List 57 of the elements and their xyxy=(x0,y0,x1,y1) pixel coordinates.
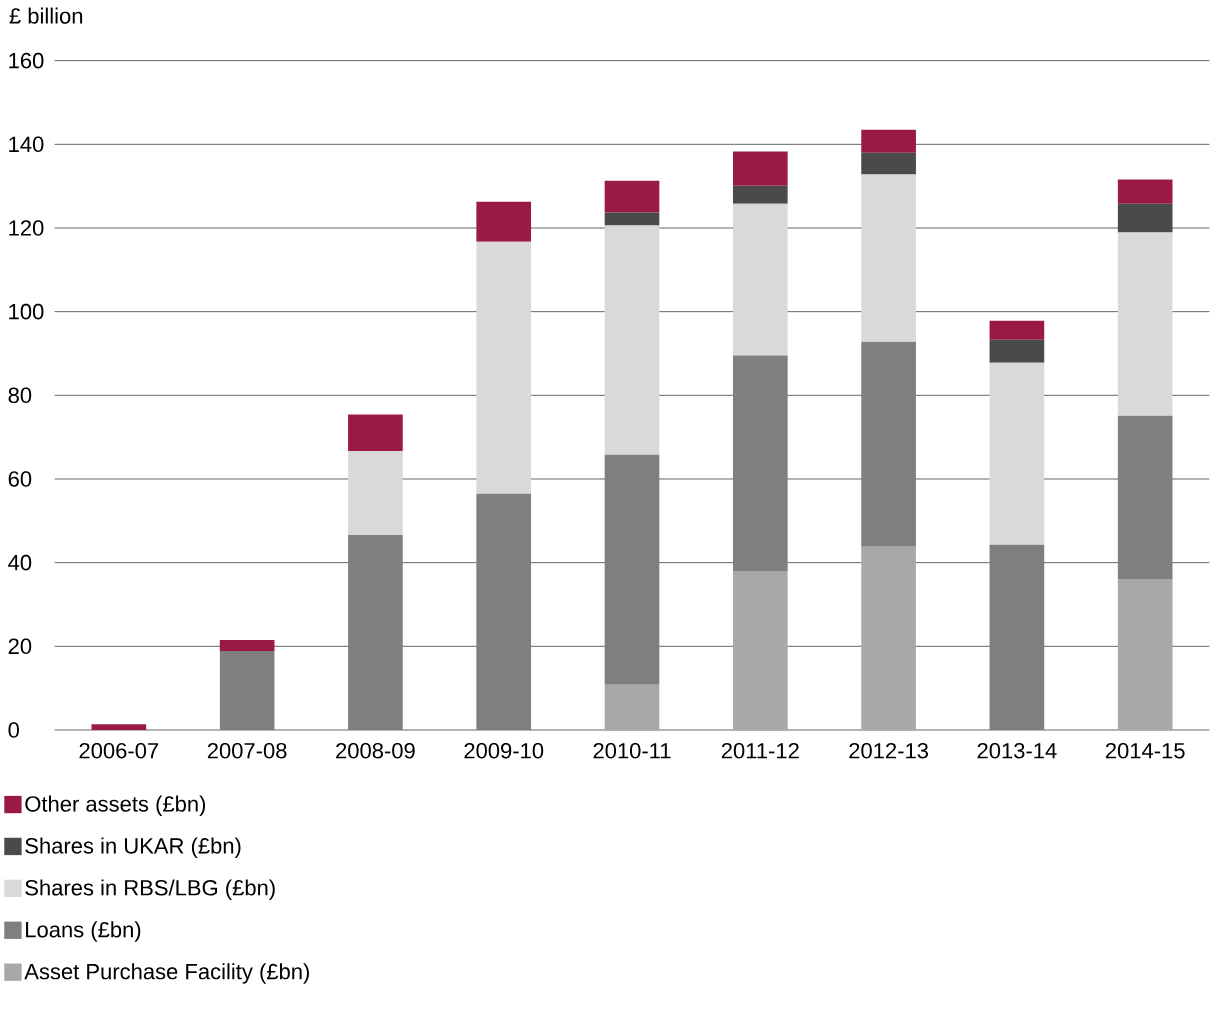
x-tick-label: 2011-12 xyxy=(721,742,799,759)
bar xyxy=(348,450,403,536)
y-tick-label: 160 xyxy=(9,52,44,69)
bar xyxy=(91,724,147,730)
y-tick-label: 0 xyxy=(8,722,19,738)
bar xyxy=(732,151,788,186)
bar xyxy=(861,174,916,342)
bar xyxy=(476,201,532,242)
bar xyxy=(1117,578,1173,730)
legend-label: Shares in RBS/LBG (£bn) xyxy=(25,879,275,900)
y-tick-label: 60 xyxy=(8,471,32,487)
bar xyxy=(476,241,532,494)
x-tick-label: 2008-09 xyxy=(336,742,415,759)
bar xyxy=(732,355,788,572)
bar xyxy=(348,535,403,730)
bar xyxy=(604,454,660,685)
legend-label: Loans (£bn) xyxy=(26,921,141,942)
bar xyxy=(861,341,916,547)
bar xyxy=(604,180,660,213)
bar xyxy=(1117,179,1173,204)
bar xyxy=(219,640,275,651)
y-axis-title: £ billion xyxy=(9,7,83,24)
bar xyxy=(604,225,660,455)
bar xyxy=(989,544,1045,730)
bar xyxy=(604,684,660,730)
y-tick-label: 80 xyxy=(8,387,32,404)
bar xyxy=(348,414,403,451)
bar xyxy=(476,493,532,730)
bar xyxy=(861,129,916,153)
y-tick-label: 100 xyxy=(9,303,44,320)
y-tick-label: 40 xyxy=(8,554,32,571)
bar xyxy=(861,546,916,730)
x-tick-label: 2009-10 xyxy=(464,742,544,759)
y-tick-label: 20 xyxy=(8,638,32,655)
legend-label: Other assets (£bn) xyxy=(25,795,206,817)
bar xyxy=(732,185,788,204)
x-tick-label: 2007-08 xyxy=(207,742,287,759)
bar xyxy=(989,320,1045,340)
bar xyxy=(604,212,660,226)
legend-label: Shares in UKAR (£bn) xyxy=(25,837,241,858)
bar xyxy=(861,152,916,175)
x-tick-label: 2014-15 xyxy=(1105,742,1185,759)
bar xyxy=(989,339,1045,363)
bar xyxy=(732,571,788,730)
x-tick-label: 2010-11 xyxy=(593,742,671,759)
bar xyxy=(1117,232,1173,416)
bar xyxy=(989,362,1045,545)
legend-label: Asset Purchase Facility (£bn) xyxy=(24,963,309,984)
y-tick-label: 120 xyxy=(9,220,44,236)
y-tick-label: 140 xyxy=(9,136,44,153)
x-tick-label: 2012-13 xyxy=(849,742,928,759)
bar xyxy=(1117,415,1173,579)
x-tick-label: 2006-07 xyxy=(79,742,159,759)
bar xyxy=(1117,203,1173,233)
x-tick-label: 2013-14 xyxy=(977,742,1057,759)
bar xyxy=(219,650,275,730)
bar xyxy=(732,203,788,356)
